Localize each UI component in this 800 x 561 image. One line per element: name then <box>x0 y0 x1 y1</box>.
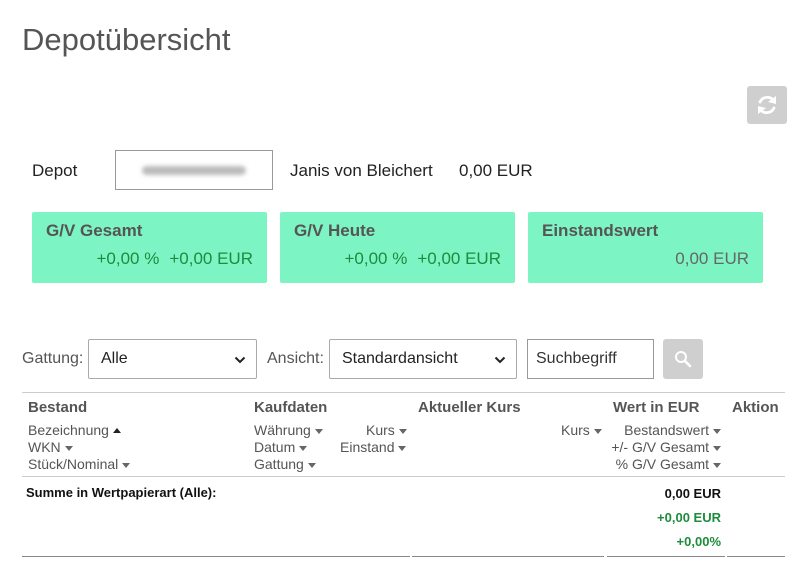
sort-gattung[interactable]: Gattung <box>254 456 316 472</box>
card-title: Einstandswert <box>542 221 659 240</box>
depot-total-amount: 0,00 EUR <box>459 161 533 180</box>
page-title: Depotübersicht <box>22 22 231 57</box>
table-bottom-border <box>412 556 604 557</box>
header-wert-in-eur: Wert in EUR <box>613 399 700 416</box>
sort-aktkurs-label: Kurs <box>561 422 590 438</box>
caret-down-icon <box>593 428 602 434</box>
card-title: G/V Heute <box>294 221 376 240</box>
ansicht-select-value: Standardansicht <box>342 350 458 367</box>
sort-einstand[interactable]: Einstand <box>340 439 407 455</box>
ansicht-select[interactable]: Standardansicht <box>329 339 517 379</box>
sort-datum-label: Datum <box>254 439 296 455</box>
table-bottom-border <box>607 556 725 557</box>
sort-stueck-nominal[interactable]: Stück/Nominal <box>28 456 131 472</box>
header-bestand: Bestand <box>28 399 88 416</box>
card-title: G/V Gesamt <box>46 221 143 240</box>
summary-pct: +0,00% <box>676 534 721 549</box>
header-kaufdaten: Kaufdaten <box>254 399 328 416</box>
sort-kaufkurs-label: Kurs <box>366 422 395 438</box>
sort-datum[interactable]: Datum <box>254 439 308 455</box>
summary-gv: +0,00 EUR <box>657 510 721 525</box>
card-amount: +0,00 EUR <box>417 249 501 268</box>
sort-bezeichnung[interactable]: Bezeichnung <box>28 422 121 438</box>
header-aktion: Aktion <box>732 399 779 416</box>
sort-kaufkurs[interactable]: Kurs <box>366 422 407 438</box>
card-values: +0,00 % +0,00 EUR <box>97 249 254 269</box>
gattung-select[interactable]: Alle <box>88 339 257 379</box>
sort-pct-gv-gesamt[interactable]: % G/V Gesamt <box>616 456 721 472</box>
table-top-border <box>22 392 785 393</box>
caret-down-icon <box>122 462 131 468</box>
sort-bestandswert[interactable]: Bestandswert <box>624 422 721 438</box>
caret-down-icon <box>314 428 323 434</box>
caret-down-icon <box>64 445 73 451</box>
gattung-label: Gattung: <box>22 350 84 367</box>
sort-pct-gv-gesamt-label: % G/V Gesamt <box>615 456 709 472</box>
depot-number-field[interactable] <box>115 150 273 190</box>
caret-down-icon <box>713 462 721 468</box>
sort-waehrung[interactable]: Währung <box>254 422 323 438</box>
depot-label: Depot <box>32 161 78 180</box>
refresh-button[interactable] <box>747 86 787 124</box>
caret-down-icon <box>307 462 316 468</box>
table-bottom-border <box>22 556 410 557</box>
sort-asc-icon <box>112 428 121 433</box>
portfolio-table: Bestand Kaufdaten Aktueller Kurs Wert in… <box>22 392 785 557</box>
depot-row: Depot Janis von Bleichert 0,00 EUR <box>32 150 772 190</box>
search-icon <box>675 351 692 368</box>
sort-gv-gesamt[interactable]: +/- G/V Gesamt <box>611 439 721 455</box>
table-header-divider <box>22 476 785 477</box>
redacted-depot-number <box>142 165 246 175</box>
card-values: 0,00 EUR <box>675 249 749 269</box>
caret-down-icon <box>713 428 721 434</box>
sort-gattung-label: Gattung <box>254 456 304 472</box>
sort-gv-gesamt-label: +/- G/V Gesamt <box>611 439 709 455</box>
sort-stueck-label: Stück/Nominal <box>28 456 119 472</box>
chevron-down-icon <box>494 356 506 364</box>
depot-owner-name: Janis von Bleichert <box>290 161 433 180</box>
filter-row: Gattung: Alle Ansicht: Standardansicht S… <box>22 339 722 379</box>
sort-einstand-label: Einstand <box>340 439 395 455</box>
chevron-down-icon <box>234 356 246 364</box>
card-gv-gesamt: G/V Gesamt +0,00 % +0,00 EUR <box>32 212 267 283</box>
summary-bestandswert: 0,00 EUR <box>664 486 721 501</box>
card-amount: +0,00 EUR <box>169 249 253 268</box>
card-percent: +0,00 % <box>344 249 408 268</box>
gattung-select-value: Alle <box>101 350 128 367</box>
search-input[interactable]: Suchbegriff <box>527 339 654 379</box>
card-gv-heute: G/V Heute +0,00 % +0,00 EUR <box>280 212 515 283</box>
ansicht-label: Ansicht: <box>267 350 324 367</box>
search-button[interactable] <box>663 339 703 379</box>
card-percent: +0,00 % <box>96 249 160 268</box>
summary-label: Summe in Wertpapierart (Alle): <box>26 485 217 500</box>
search-placeholder: Suchbegriff <box>536 350 617 367</box>
sort-bezeichnung-label: Bezeichnung <box>28 422 109 438</box>
caret-down-icon <box>713 445 721 451</box>
sort-waehrung-label: Währung <box>254 422 311 438</box>
sort-aktueller-kurs[interactable]: Kurs <box>561 422 602 438</box>
refresh-icon <box>758 95 776 115</box>
table-bottom-border <box>727 556 785 557</box>
card-einstandswert: Einstandswert 0,00 EUR <box>528 212 763 283</box>
card-amount: 0,00 EUR <box>675 249 749 268</box>
sort-wkn[interactable]: WKN <box>28 439 73 455</box>
caret-down-icon <box>398 428 407 434</box>
caret-down-icon <box>299 445 308 451</box>
header-aktueller-kurs: Aktueller Kurs <box>418 399 521 416</box>
caret-down-icon <box>398 445 407 451</box>
sort-wkn-label: WKN <box>28 439 61 455</box>
sort-bestandswert-label: Bestandswert <box>624 422 709 438</box>
card-values: +0,00 % +0,00 EUR <box>345 249 502 269</box>
